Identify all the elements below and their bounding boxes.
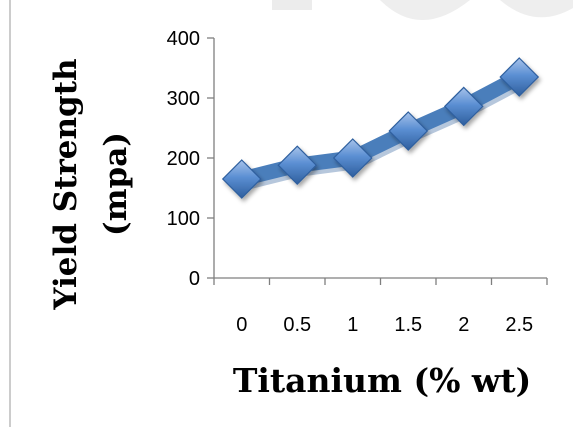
data-point-marker: [388, 111, 429, 151]
data-point-marker: [277, 145, 318, 186]
y-tick-label: 0: [189, 268, 200, 290]
y-ticks: 0 100 200 300 400: [167, 28, 214, 290]
x-tick-label: 0: [236, 314, 247, 336]
data-point-marker: [443, 86, 484, 127]
x-tick-label: 2.5: [505, 314, 533, 336]
x-tick-label: 1: [347, 314, 358, 336]
x-tick-label: 0.5: [283, 314, 311, 336]
y-tick-label: 300: [167, 88, 200, 110]
x-tick-label: 2: [458, 314, 469, 336]
y-tick-label: 200: [167, 148, 200, 170]
watermark-decoration: [272, 0, 573, 20]
data-point-marker: [499, 57, 540, 97]
y-tick-label: 100: [167, 208, 200, 230]
y-axis-title-line1: Yield Strength: [48, 58, 84, 310]
x-axis-title: Titanium (% wt): [233, 361, 531, 400]
x-tick-label: 1.5: [394, 314, 422, 336]
series-group: [221, 57, 540, 199]
data-point-marker: [221, 159, 262, 199]
data-point-marker: [332, 138, 373, 178]
y-axis-title-line2: (mpa): [98, 132, 134, 236]
x-ticks: 0 0.5 1 1.5 2 2.5: [213, 278, 548, 336]
y-tick-label: 400: [167, 28, 200, 50]
